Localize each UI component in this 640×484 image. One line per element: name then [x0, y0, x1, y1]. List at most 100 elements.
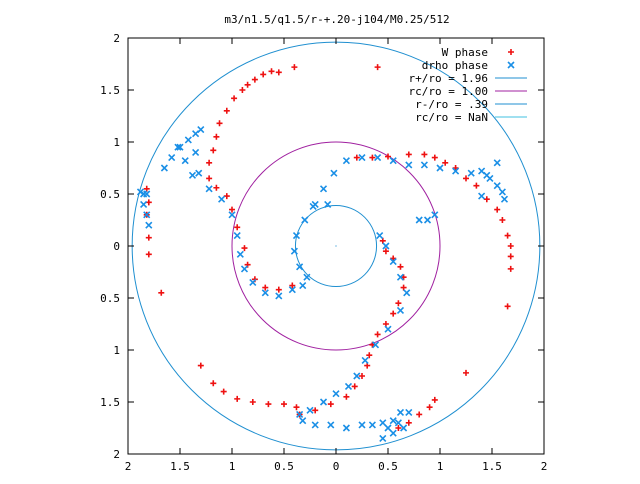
- series-1-point: [236, 250, 244, 258]
- series-0-point: [145, 234, 152, 241]
- series-1-point: [330, 169, 338, 177]
- series-1-point: [319, 398, 328, 406]
- y-tick-label: 1.5: [100, 84, 120, 97]
- legend-label: rc/ro = 1.00: [409, 85, 488, 98]
- series-1-point: [299, 417, 307, 425]
- series-1-point: [306, 406, 314, 414]
- series-0-point: [143, 185, 150, 192]
- series-0-point: [385, 153, 391, 160]
- chart-title: m3/n1.5/q1.5/r-+.20-j104/M0.25/512: [224, 13, 449, 26]
- series-1-point: [342, 157, 350, 165]
- y-tick-label: 0.5: [100, 188, 120, 201]
- series-1-point: [311, 421, 319, 429]
- series-0-point: [241, 245, 248, 252]
- series-1-point: [344, 382, 353, 390]
- series-0-point: [400, 284, 407, 291]
- series-1-point: [379, 419, 387, 427]
- legend-label: r+/ro = 1.96: [409, 72, 488, 85]
- series-1-point: [174, 143, 182, 151]
- x-tick-label: 1.5: [482, 460, 502, 473]
- series-1-point: [240, 265, 249, 273]
- series-1-point: [261, 289, 269, 297]
- series-0-point: [507, 243, 514, 249]
- series-1-point: [498, 188, 506, 196]
- x-tick-label: 0: [333, 460, 340, 473]
- series-1-point: [143, 190, 151, 198]
- series-0-point: [268, 68, 275, 75]
- series-0-point: [234, 395, 241, 402]
- x-tick-label: 1: [229, 460, 236, 473]
- series-1-point: [275, 292, 283, 300]
- reference-circle-2: [294, 204, 378, 288]
- legend-label: W phase: [442, 46, 488, 59]
- series-0-point: [382, 248, 389, 255]
- series-1-point: [296, 263, 304, 271]
- series-0-point: [220, 388, 227, 395]
- series-1-point: [188, 171, 197, 179]
- series-0-point: [369, 154, 376, 161]
- legend-marker-swatch: [508, 49, 514, 55]
- series-1-point: [389, 258, 397, 266]
- series-0-point: [395, 300, 402, 307]
- series-0-point: [463, 369, 469, 376]
- series-0-point: [494, 206, 501, 213]
- series-1: [136, 125, 509, 442]
- series-1-point: [301, 216, 309, 224]
- series-1-point: [181, 157, 189, 165]
- series-1-point: [192, 148, 200, 156]
- series-0-point: [231, 95, 238, 102]
- series-1-point: [176, 143, 184, 151]
- series-1-point: [478, 192, 486, 200]
- series-0-point: [405, 151, 412, 158]
- series-1-point: [143, 211, 151, 219]
- series-0-point: [483, 196, 490, 203]
- series-0-point: [234, 224, 241, 231]
- series-0-point: [197, 362, 204, 369]
- series-1-point: [292, 232, 301, 240]
- series-1-point: [197, 125, 205, 134]
- series-0-point: [379, 237, 386, 244]
- series-0-point: [145, 251, 152, 258]
- series-0-point: [206, 159, 213, 166]
- series-1-point: [382, 242, 390, 250]
- series-1-point: [396, 306, 405, 315]
- y-tick-label: 0: [113, 240, 120, 253]
- series-1-point: [358, 421, 366, 429]
- series-0-point: [244, 81, 251, 88]
- series-0-point: [213, 133, 220, 140]
- series-0-point: [249, 399, 256, 405]
- legend-label: r-/ro = .39: [415, 98, 488, 111]
- x-tick-label: 2: [541, 460, 548, 473]
- y-tick-label: 1: [113, 136, 120, 149]
- series-0-point: [223, 193, 230, 200]
- series-1-point: [405, 161, 413, 169]
- y-tick-label: 1: [113, 344, 120, 357]
- series-1-point: [384, 424, 392, 432]
- series-1-point: [379, 434, 387, 442]
- axis-ticks: 2 1.5 1 0.5 0 0.5 1 1.5 221.510.500.511.52: [100, 32, 547, 473]
- series-0-point: [210, 147, 217, 154]
- reference-circle-1: [231, 141, 441, 351]
- series-1-point: [405, 408, 413, 416]
- series-1-point: [384, 325, 392, 333]
- series-0-point: [289, 282, 296, 289]
- series-1-point: [324, 200, 332, 208]
- series-0-point: [463, 175, 469, 182]
- series-0-point: [473, 182, 480, 189]
- y-tick-label: 1.5: [100, 396, 120, 409]
- series-1-point: [290, 247, 298, 255]
- series-0-point: [260, 71, 267, 78]
- series-0-point: [229, 206, 235, 213]
- series-0-point: [206, 175, 213, 182]
- series-1-point: [228, 211, 236, 219]
- series-0-point: [210, 380, 217, 387]
- series-1-point: [358, 154, 366, 162]
- series-0-point: [507, 265, 514, 272]
- series-0: [143, 64, 514, 431]
- series-1-point: [145, 221, 153, 229]
- series-0-point: [262, 284, 269, 291]
- x-tick-label: 1.5: [170, 460, 190, 473]
- x-tick-label: 2: [125, 460, 132, 473]
- series-1-point: [431, 211, 439, 219]
- series-1-point: [205, 185, 213, 193]
